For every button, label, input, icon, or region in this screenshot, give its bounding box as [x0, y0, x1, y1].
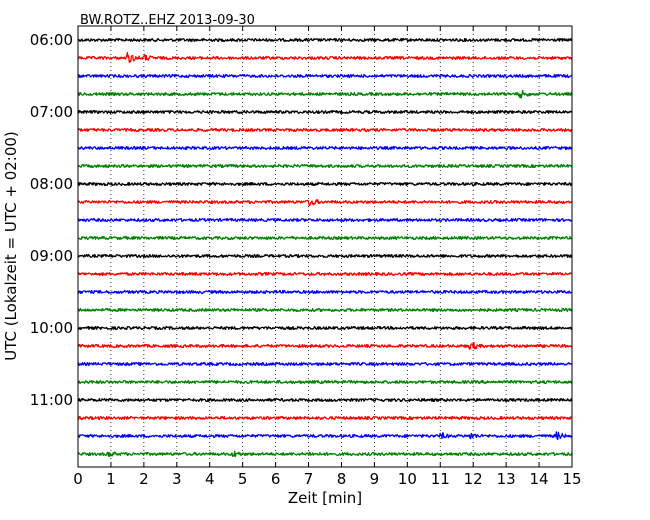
- seismic-trace-0830: [77, 217, 573, 223]
- seismic-trace-1030: [77, 361, 573, 367]
- y-tick-label: 10:00: [30, 319, 73, 337]
- x-tick-label: 0: [73, 470, 83, 488]
- x-tick-label: 5: [238, 470, 248, 488]
- x-tick-label: 7: [304, 470, 314, 488]
- x-tick-label: 1: [106, 470, 116, 488]
- y-tick-label: 08:00: [30, 175, 73, 193]
- x-tick-label: 14: [530, 470, 549, 488]
- x-tick-label: 11: [431, 470, 450, 488]
- y-axis-label: UTC (Lokalzeit = UTC + 02:00): [2, 131, 20, 361]
- x-tick-label: 6: [271, 470, 281, 488]
- y-tick-label: 07:00: [30, 103, 73, 121]
- seismic-trace-1145: [77, 450, 573, 458]
- grid: [110, 26, 540, 467]
- x-tick-label: 9: [370, 470, 380, 488]
- seismic-trace-1045: [77, 379, 573, 385]
- x-tick-label: 3: [172, 470, 182, 488]
- seismic-trace-0930: [77, 289, 573, 295]
- x-axis-label: Zeit [min]: [288, 489, 362, 507]
- seismic-trace-1115: [77, 415, 573, 421]
- y-axis: 06:00 07:00 08:00 09:00 10:00 11:00: [30, 31, 572, 409]
- seismic-trace-1000: [77, 325, 573, 331]
- x-tick-label: 15: [562, 470, 581, 488]
- seismic-trace-0615: [77, 51, 573, 63]
- traces: [77, 37, 573, 458]
- seismic-trace-0730: [77, 145, 573, 151]
- seismic-trace-0900: [77, 253, 573, 259]
- seismic-trace-0700: [77, 109, 573, 115]
- chart-title: BW.ROTZ..EHZ 2013-09-30: [80, 13, 255, 28]
- seismic-trace-0945: [77, 307, 573, 313]
- x-tick-label: 2: [139, 470, 149, 488]
- seismic-trace-1130: [77, 431, 573, 441]
- seismic-trace-1100: [78, 397, 573, 403]
- seismic-trace-1015: [77, 342, 573, 350]
- seismic-trace-0800: [77, 181, 573, 187]
- seismic-trace-0745: [77, 163, 573, 169]
- x-tick-label: 8: [337, 470, 347, 488]
- seismic-trace-0600: [77, 37, 573, 43]
- x-tick-label: 13: [497, 470, 516, 488]
- x-tick-label: 4: [205, 470, 215, 488]
- seismic-trace-0630: [77, 73, 573, 79]
- seismic-trace-0715: [77, 127, 573, 133]
- seismic-trace-0845: [77, 235, 573, 241]
- x-axis: 0 1 2 3 4 5 6 7 8 9 10 11 12 13 14 15: [73, 26, 582, 488]
- x-tick-label: 12: [464, 470, 483, 488]
- y-tick-label: 09:00: [30, 247, 73, 265]
- plot-frame: [77, 25, 573, 468]
- x-tick-label: 10: [398, 470, 417, 488]
- y-tick-label: 06:00: [30, 31, 73, 49]
- seismic-trace-0915: [77, 271, 573, 277]
- seismic-trace-0645: [77, 89, 573, 99]
- y-tick-label: 11:00: [30, 391, 73, 409]
- seismic-trace-0815: [77, 199, 573, 207]
